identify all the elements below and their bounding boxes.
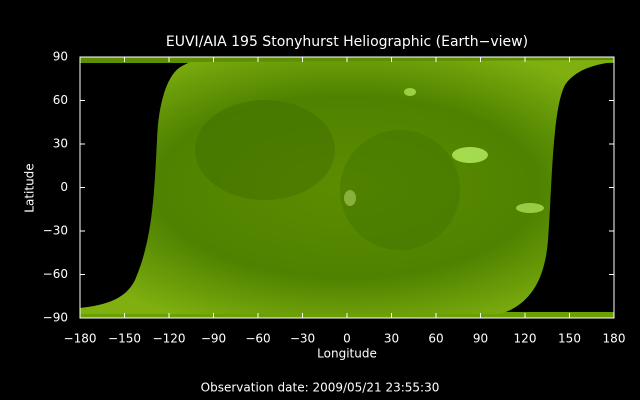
x-tick-label: −120	[153, 332, 186, 346]
chart-title: EUVI/AIA 195 Stonyhurst Heliographic (Ea…	[166, 34, 528, 50]
x-axis-label: Longitude	[317, 347, 377, 361]
x-tick-label: 0	[343, 332, 351, 346]
active-region	[452, 147, 488, 163]
x-tick-label: 180	[603, 332, 626, 346]
y-axis-label: Latitude	[23, 163, 37, 212]
x-tick-label: 120	[514, 332, 537, 346]
y-tick-label: −90	[43, 311, 68, 325]
x-tick-label: 90	[473, 332, 488, 346]
x-tick-label: 30	[384, 332, 399, 346]
active-region	[516, 203, 544, 213]
solar-map	[80, 57, 614, 318]
x-tick-label: 150	[558, 332, 581, 346]
active-region	[404, 88, 416, 96]
x-tick-label: 60	[428, 332, 443, 346]
footer: Observation date: 2009/05/21 23:55:30	[201, 381, 440, 395]
y-tick-label: 90	[53, 50, 68, 64]
y-tick-label: −60	[43, 267, 68, 281]
dark-region	[195, 100, 335, 200]
y-tick-label: −30	[43, 224, 68, 238]
active-region	[344, 190, 356, 206]
y-tick-label: 60	[53, 93, 68, 107]
x-tick-label: −150	[108, 332, 141, 346]
x-tick-label: −90	[201, 332, 226, 346]
x-tick-label: −30	[290, 332, 315, 346]
dark-region	[340, 130, 460, 250]
y-tick-label: 30	[53, 137, 68, 151]
y-tick-label: 0	[60, 180, 68, 194]
x-tick-label: −180	[64, 332, 97, 346]
x-tick-label: −60	[245, 332, 270, 346]
